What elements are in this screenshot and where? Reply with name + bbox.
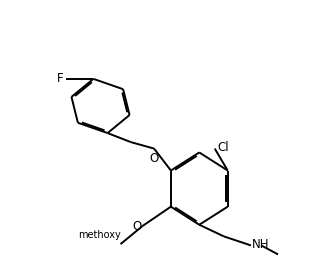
Text: methoxy: methoxy bbox=[78, 230, 121, 240]
Text: F: F bbox=[57, 72, 64, 85]
Text: O: O bbox=[149, 152, 159, 165]
Text: O: O bbox=[132, 220, 141, 233]
Text: NH: NH bbox=[252, 238, 270, 251]
Text: Cl: Cl bbox=[217, 141, 229, 154]
